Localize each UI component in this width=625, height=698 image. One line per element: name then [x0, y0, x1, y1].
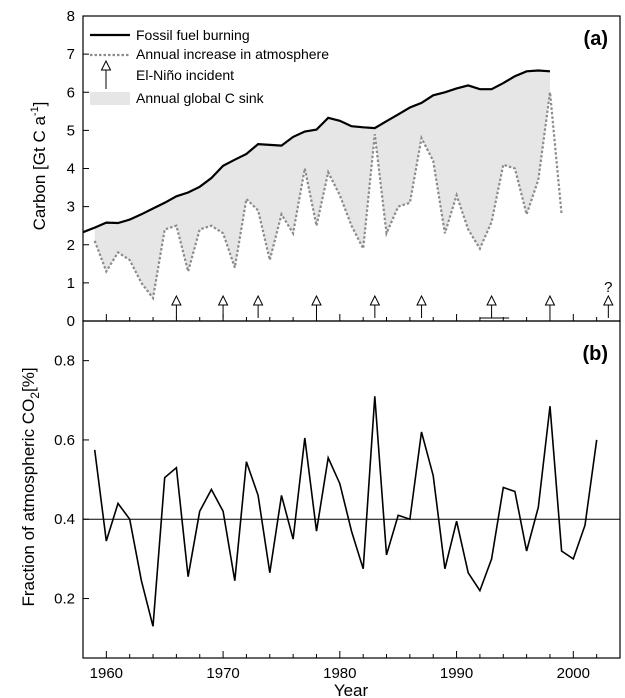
panel-a-y-tick-label: 0 [67, 313, 75, 330]
x-tick-label: 1970 [206, 665, 239, 682]
panel-a-y-tick-label: 4 [67, 161, 75, 178]
elnino-arrow-head [311, 294, 322, 306]
panel-b: 0.2 0.4 0.6 0.8 1960 1970 1980 1990 2000 (b) Fr… [19, 320, 621, 698]
panel-a-label: (a) [584, 28, 608, 50]
elnino-arrow-head [416, 294, 427, 306]
panel-a-y-tick-label: 6 [67, 84, 75, 101]
panel-b-y-tick-label: 0.8 [54, 353, 75, 370]
panel-a: ? 0 1 2 3 4 5 6 7 8 Fossil fuel burning Annual i… [29, 8, 621, 330]
panel-b-label: (b) [582, 343, 608, 365]
x-tick-label: 1960 [90, 665, 123, 682]
legend-elnino-arrow-icon [100, 59, 112, 89]
fossil-fuel-line [82, 69, 551, 234]
x-axis-title: Year [334, 681, 369, 698]
annual-increase-line [93, 92, 563, 301]
panel-a-y-tick-label: 7 [67, 46, 75, 63]
elnino-arrow-head [171, 294, 182, 306]
panel-b-y-tick-label: 0.2 [54, 591, 75, 608]
panel-b-frame [82, 320, 621, 659]
elnino-arrow-head [217, 294, 229, 306]
carbon-sink-area [94, 70, 550, 299]
elnino-arrow-head [486, 294, 497, 306]
panel-a-y-tick-label: 1 [67, 275, 75, 292]
elnino-arrow-head [603, 294, 614, 306]
panel-b-y-tick-label: 0.4 [54, 511, 75, 528]
legend-annual-label: Annual increase in atmosphere [136, 46, 329, 62]
elnino-arrow-head [369, 294, 381, 306]
panel-b-x-ticks: 1960 1970 1980 1990 2000 [90, 651, 598, 682]
x-tick-label: 2000 [557, 665, 590, 682]
legend: Fossil fuel burning Annual increase in a… [90, 27, 329, 106]
panel-a-x-ticks [105, 314, 598, 321]
panel-b-y-ticks: 0.2 0.4 0.6 0.8 [54, 353, 89, 608]
x-tick-label: 1980 [323, 665, 356, 682]
x-tick-label: 1990 [440, 665, 473, 682]
panel-b-y-tick-label: 0.6 [54, 432, 75, 449]
panel-b-y-axis-title: Fraction of atmospheric CO2[%] [19, 367, 42, 606]
elnino-markers: ? [171, 279, 614, 319]
legend-elnino-label: El-Niño incident [136, 67, 234, 83]
fraction-line [93, 396, 598, 627]
panel-a-y-tick-label: 3 [67, 199, 75, 216]
legend-sink-label: Annual global C sink [136, 90, 265, 106]
elnino-arrow-head [544, 294, 556, 306]
panel-a-y-axis-title: Carbon [Gt C a-1] [29, 102, 49, 231]
legend-fossil-label: Fossil fuel burning [136, 27, 250, 43]
panel-a-y-tick-label: 8 [67, 8, 75, 25]
legend-sink-swatch [90, 92, 130, 105]
elnino-uncertain-label: ? [604, 279, 612, 296]
panel-a-y-tick-label: 5 [67, 122, 75, 139]
panel-a-y-ticks: 0 1 2 3 4 5 6 7 8 [67, 8, 89, 330]
panel-a-y-tick-label: 2 [67, 237, 75, 254]
elnino-arrow-head [252, 294, 264, 306]
